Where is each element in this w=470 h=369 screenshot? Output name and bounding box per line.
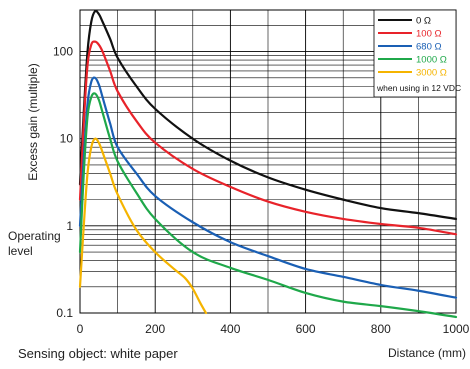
legend: 0 Ω 100 Ω 680 Ω 1000 Ω 3000 Ω when using in 1… xyxy=(373,9,461,98)
caption: Sensing object: white paper xyxy=(18,346,178,361)
y-axis-label: Excess gain (multiple) xyxy=(26,63,40,180)
legend-box xyxy=(373,9,457,98)
legend-label: 1000 Ω xyxy=(416,55,447,66)
operating-level-label-line2: level xyxy=(8,244,33,258)
operating-level-label-line1: Operating xyxy=(8,229,61,243)
y-tick-label: 100 xyxy=(53,45,73,59)
legend-label: 3000 Ω xyxy=(416,68,447,79)
series-line-4 xyxy=(78,137,208,315)
y-axis-ticks: 0.1 1 10 100 xyxy=(53,45,73,320)
series-line-3 xyxy=(78,92,458,319)
plot-frame xyxy=(79,9,457,314)
x-tick-label: 0 xyxy=(77,322,84,336)
y-tick-label: 10 xyxy=(60,132,74,146)
x-axis-ticks: 0 200 400 600 800 1000 xyxy=(77,322,470,336)
x-axis-label: Distance (mm) xyxy=(388,346,466,360)
series-line-2 xyxy=(78,76,458,299)
x-tick-label: 1000 xyxy=(443,322,470,336)
x-tick-label: 600 xyxy=(296,322,316,336)
x-tick-label: 200 xyxy=(145,322,165,336)
x-tick-label: 800 xyxy=(371,322,391,336)
legend-label: 680 Ω xyxy=(416,42,442,53)
legend-label: 0 Ω xyxy=(416,16,431,27)
y-tick-label: 1 xyxy=(66,219,73,233)
series-line-1 xyxy=(78,40,458,236)
legend-label: 100 Ω xyxy=(416,29,442,40)
x-tick-label: 400 xyxy=(220,322,240,336)
series-layer xyxy=(78,9,458,319)
series-line-0 xyxy=(78,9,458,221)
y-tick-label: 0.1 xyxy=(56,306,73,320)
legend-note: when using in 12 VDC xyxy=(376,83,461,93)
